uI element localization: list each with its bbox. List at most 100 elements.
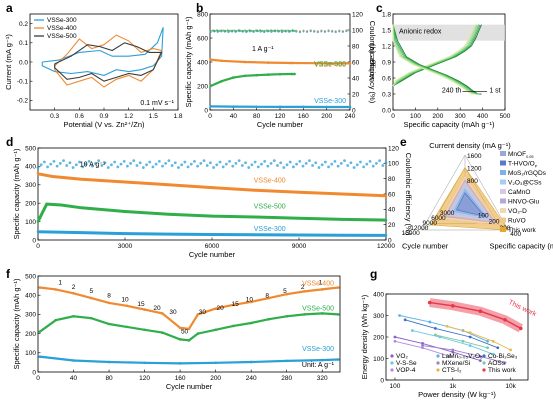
legend-marker <box>436 361 440 365</box>
data-point <box>285 359 289 363</box>
ce-point <box>132 159 136 163</box>
data-point <box>393 335 397 339</box>
data-point <box>285 292 289 296</box>
series-label: VSSe-400 <box>254 178 286 185</box>
data-point <box>72 359 75 362</box>
y-tick-label: 400 <box>25 293 36 300</box>
y2-axis-label: Coulombic efficiency (%) <box>368 21 377 104</box>
x-tick-label: 240 <box>345 113 356 120</box>
data-point <box>178 326 182 330</box>
cycle-annotation: 1 st <box>489 87 500 94</box>
ce-point <box>100 164 104 167</box>
series-label: VSSe-300 <box>302 346 334 353</box>
ce-point <box>125 164 129 168</box>
legend-label: VOP-4 <box>396 367 416 374</box>
y2-tick-label: 100 <box>352 27 363 34</box>
ce-point <box>317 166 321 169</box>
ce-point <box>42 160 46 164</box>
ce-point <box>295 30 298 33</box>
x-tick-label: 0.6 <box>75 113 84 120</box>
data-point <box>209 84 212 88</box>
ce-point <box>334 30 337 34</box>
series-line-charge <box>392 24 476 87</box>
data-point <box>267 296 271 300</box>
y-tick-label: 1.8 <box>382 11 391 18</box>
radar-axis-label: Current density (mA g⁻¹) <box>429 141 511 150</box>
rate-label: 30 <box>169 309 177 316</box>
ce-point <box>260 162 263 166</box>
x-axis-label: Cycle number <box>166 382 213 391</box>
plot-frame <box>37 275 341 373</box>
data-point <box>468 344 472 347</box>
ce-point <box>352 166 356 169</box>
ce-point <box>252 30 255 33</box>
ce-point <box>345 30 348 33</box>
panel-d: d0 3000 6000 9000 12000010020030040050002040… <box>6 135 413 259</box>
ce-point <box>302 30 305 33</box>
y-tick-label: 800 <box>197 11 208 18</box>
ce-point <box>183 160 187 164</box>
x-tick-label: 12000 <box>377 243 395 250</box>
data-point <box>187 339 191 342</box>
panel-b: b0 40 80 120 160 200 2400200400600800020406080… <box>184 1 377 129</box>
ce-point <box>189 162 193 166</box>
annotation: Unit: A g⁻¹ <box>302 362 335 369</box>
ce-point <box>349 161 353 165</box>
ce-point <box>231 164 235 168</box>
data-point <box>232 303 235 307</box>
data-point <box>254 233 257 237</box>
legend-label: VO₂ <box>396 353 408 360</box>
x-tick-label: 1k <box>449 383 457 390</box>
y-tick-label: 200 <box>197 83 208 90</box>
y-axis-label: Specific capacity (mAh g⁻¹) <box>12 278 21 370</box>
y-axis-label: Voltage (V) <box>367 43 376 81</box>
ce-point <box>221 165 225 169</box>
y2-tick-label: 20 <box>388 222 396 229</box>
series-label: VSSe-400 <box>302 281 334 288</box>
x-tick-label: 10k <box>505 383 516 390</box>
ce-point <box>94 162 97 165</box>
data-point <box>491 352 495 356</box>
x-tick-label: 80 <box>253 113 261 120</box>
data-point <box>143 361 146 365</box>
series-line <box>39 355 339 365</box>
legend-label: Co-Bi₂Se₃ <box>488 353 518 360</box>
ce-point <box>279 161 283 165</box>
ce-point <box>106 166 110 169</box>
y-tick-label: 1.5 <box>382 27 391 34</box>
x-tick-label: 500 <box>500 113 511 120</box>
data-point <box>196 313 200 316</box>
radar-axis-label: Specific capacity (mAh g⁻¹) <box>489 242 553 251</box>
x-tick-label: 1.8 <box>173 113 182 120</box>
ce-point <box>320 30 323 33</box>
ce-point <box>339 162 343 165</box>
data-point <box>255 105 258 109</box>
data-point <box>59 203 63 207</box>
data-point <box>125 304 129 308</box>
ce-point <box>304 162 308 165</box>
legend-marker <box>436 368 440 372</box>
ce-point <box>343 159 346 163</box>
ce-point <box>122 159 126 163</box>
y2-tick-label: 80 <box>352 43 360 50</box>
ce-point <box>68 161 72 165</box>
data-point <box>210 233 214 236</box>
ce-point <box>307 159 311 163</box>
radar-tick: 800 <box>467 178 478 185</box>
data-point <box>290 72 293 76</box>
x-tick-label: 200 <box>210 375 221 382</box>
data-point <box>72 315 75 318</box>
y2-tick-label: 60 <box>388 191 396 198</box>
ce-point <box>157 159 161 163</box>
ce-point <box>261 29 264 32</box>
rate-label: 2 <box>301 284 305 291</box>
ce-point <box>365 162 369 166</box>
data-point <box>285 315 289 318</box>
annotation: 10 A g⁻¹ <box>80 161 106 168</box>
data-point <box>38 286 42 289</box>
data-point <box>468 331 472 335</box>
y-tick-label: 400 <box>197 59 208 66</box>
x-tick-label: 1.5 <box>149 113 158 120</box>
x-axis-label: Cycle number <box>189 250 236 259</box>
ce-point <box>273 30 277 33</box>
